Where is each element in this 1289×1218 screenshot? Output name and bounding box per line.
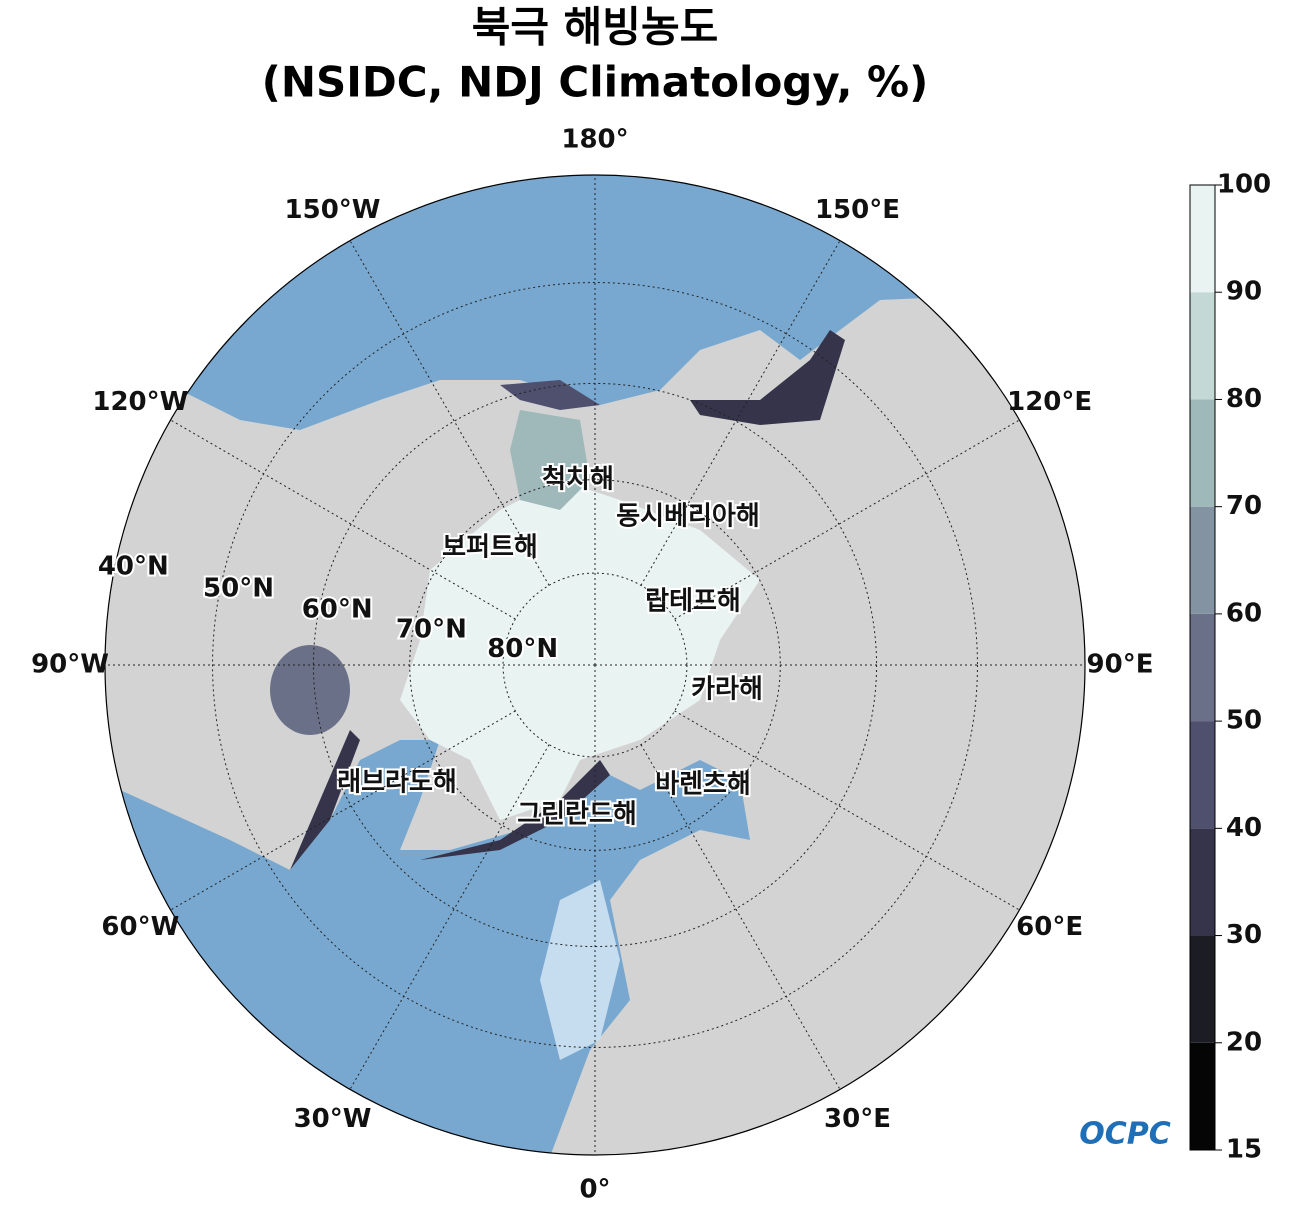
latitude-label: 70°N bbox=[396, 615, 467, 645]
colorbar-segment bbox=[1190, 506, 1215, 614]
colorbar-tick-label: 100 bbox=[1217, 170, 1271, 200]
latitude-label: 40°N bbox=[98, 551, 169, 581]
ice-edge bbox=[500, 380, 600, 410]
longitude-line bbox=[640, 240, 841, 586]
colorbar-segment bbox=[1190, 1042, 1215, 1150]
colorbar-tick-label: 30 bbox=[1226, 920, 1262, 950]
colorbar-tick-label: 20 bbox=[1226, 1027, 1262, 1057]
sea-label: 동시베리아해 bbox=[616, 502, 760, 532]
ice-edge bbox=[690, 330, 845, 425]
sea-label: 랍테프해 bbox=[645, 587, 741, 617]
colorbar-segment bbox=[1190, 721, 1215, 829]
map-border bbox=[104, 174, 1086, 1156]
longitude-line bbox=[349, 240, 550, 586]
north-sea bbox=[540, 880, 620, 1060]
sea-label: 바렌츠해 bbox=[655, 770, 751, 800]
title: 북극 해빙농도 bbox=[472, 3, 718, 52]
colorbar-segment bbox=[1190, 292, 1215, 400]
ice-edge bbox=[290, 730, 360, 870]
longitude-line bbox=[349, 744, 550, 1090]
longitude-line bbox=[640, 744, 841, 1090]
longitude-label: 60°E bbox=[1016, 912, 1083, 942]
logo: OCPC bbox=[1079, 1117, 1171, 1152]
colorbar-segment bbox=[1190, 399, 1215, 507]
ice-edge bbox=[420, 760, 610, 860]
longitude-line bbox=[170, 710, 516, 911]
map-area bbox=[105, 175, 1085, 1155]
latitude-label: 80°N bbox=[487, 634, 558, 664]
longitude-label: 90°W bbox=[31, 650, 109, 680]
longitude-label: 90°E bbox=[1087, 650, 1154, 680]
longitude-label: 30°E bbox=[824, 1104, 891, 1134]
hudson-bay bbox=[270, 645, 350, 735]
longitude-label: 150°W bbox=[285, 195, 381, 225]
longitude-line bbox=[674, 710, 1020, 911]
longitude-label: 180° bbox=[561, 125, 628, 155]
latitude-label: 60°N bbox=[302, 595, 373, 625]
colorbar-tick-label: 50 bbox=[1226, 706, 1262, 736]
longitude-label: 120°W bbox=[92, 387, 188, 417]
longitude-line bbox=[674, 419, 1020, 620]
colorbar-tick-label: 40 bbox=[1226, 813, 1262, 843]
latitude-label: 50°N bbox=[203, 574, 274, 604]
colorbar-segment bbox=[1190, 935, 1215, 1043]
colorbar-segment bbox=[1190, 828, 1215, 936]
longitude-line bbox=[170, 419, 516, 620]
colorbar-tick-label: 70 bbox=[1226, 491, 1262, 521]
longitude-label: 120°E bbox=[1007, 387, 1092, 417]
sea-ice bbox=[400, 480, 760, 820]
longitude-label: 30°W bbox=[294, 1104, 372, 1134]
colorbar-frame bbox=[1189, 184, 1216, 1151]
sea-ice bbox=[510, 410, 590, 510]
sea-label: 보퍼트해 bbox=[442, 533, 538, 563]
colorbar-segment bbox=[1190, 613, 1215, 722]
subtitle: (NSIDC, NDJ Climatology, %) bbox=[262, 58, 929, 107]
colorbar-tick-label: 15 bbox=[1226, 1135, 1262, 1165]
sea-label: 그린란드해 bbox=[517, 800, 637, 830]
colorbar-tick-label: 80 bbox=[1226, 384, 1262, 414]
longitude-label: 150°E bbox=[815, 195, 900, 225]
sea-label: 래브라도해 bbox=[337, 768, 457, 798]
latitude-line bbox=[212, 282, 978, 1048]
colorbar-tick-label: 90 bbox=[1226, 277, 1262, 307]
longitude-label: 0° bbox=[579, 1175, 610, 1205]
colorbar-segment bbox=[1190, 185, 1215, 293]
colorbar-tick-label: 60 bbox=[1226, 598, 1262, 628]
sea-label: 카라해 bbox=[691, 675, 763, 705]
longitude-label: 60°W bbox=[101, 912, 179, 942]
